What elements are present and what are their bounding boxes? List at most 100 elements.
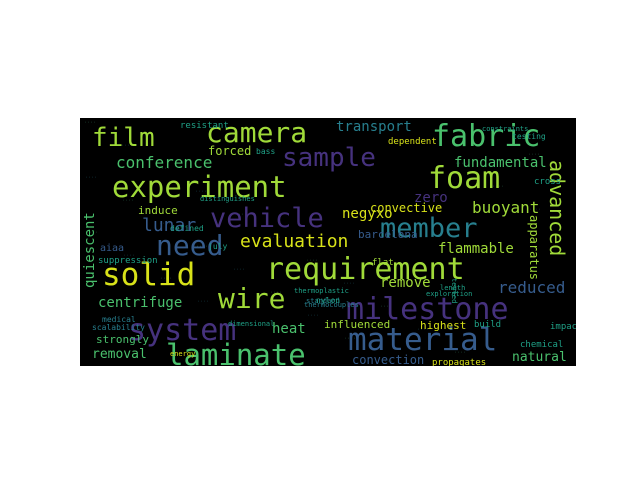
cloud-word-apparatus: apparatus <box>527 215 541 280</box>
cloud-word-defined: defined <box>170 224 204 233</box>
cloud-word-strongly: strongly <box>96 333 149 346</box>
cloud-word-highest: highest <box>420 319 466 332</box>
cloud-word-requirement: requirement <box>266 252 465 287</box>
cloud-word-experiment: experiment <box>112 170 287 204</box>
cloud-word-wire: wire <box>218 282 285 315</box>
cloud-word-reduced: reduced <box>498 278 565 297</box>
filler-glyph: ···· <box>195 189 207 195</box>
filler-glyph: ···· <box>417 327 429 333</box>
cloud-word-dimensional: dimensional <box>228 320 274 328</box>
cloud-word-forced: forced <box>208 144 251 158</box>
filler-glyph: ···· <box>197 299 209 305</box>
filler-glyph: ···· <box>455 161 467 167</box>
cloud-word-dependent: dependent <box>388 137 437 147</box>
cloud-word-thermoplastic: thermoplastic <box>294 287 349 295</box>
cloud-word-energy: energy <box>170 350 195 358</box>
filler-glyph: ···· <box>528 152 540 158</box>
cloud-word-flammable: flammable <box>438 241 514 257</box>
cloud-word-material: material <box>348 322 497 358</box>
filler-glyph: ···· <box>380 304 392 310</box>
cloud-word-conference: conference <box>116 153 212 172</box>
cloud-word-evaluation: evaluation <box>240 231 348 252</box>
cloud-word-heat: heat <box>272 321 306 337</box>
cloud-word-tested: tested <box>450 278 458 303</box>
filler-glyph: ···· <box>381 359 393 365</box>
cloud-word-july: july <box>208 242 227 251</box>
filler-glyph: ···· <box>343 281 355 287</box>
filler-glyph: ···· <box>270 290 282 296</box>
cloud-word-laminate: laminate <box>166 338 306 366</box>
cloud-word-lunar: lunar <box>142 215 196 236</box>
cloud-word-constraints: constraints <box>482 125 528 133</box>
cloud-word-aiaa: aiaa <box>100 243 124 254</box>
cloud-word-impact: impact <box>550 322 576 332</box>
cloud-word-vehicle: vehicle <box>210 203 324 234</box>
cloud-word-quiescent: quiescent <box>82 212 98 288</box>
filler-glyph: ···· <box>492 184 504 190</box>
cloud-word-induce: induce <box>138 204 178 217</box>
cloud-word-advanced: advanced <box>545 160 569 256</box>
filler-glyph: ···· <box>86 230 98 236</box>
cloud-word-solid: solid <box>102 257 195 293</box>
cloud-word-build: build <box>474 320 501 330</box>
filler-glyph: ···· <box>158 166 170 172</box>
filler-glyph: ···· <box>232 212 244 218</box>
cloud-word-propagates: propagates <box>432 358 486 366</box>
cloud-word-sample: sample <box>282 143 376 173</box>
cloud-word-removal: removal <box>92 347 147 362</box>
cloud-word-influenced: influenced <box>324 318 390 331</box>
cloud-word-milestone: milestone <box>346 292 509 327</box>
filler-glyph: ···· <box>344 336 356 342</box>
cloud-word-flat: flat <box>372 258 394 268</box>
filler-glyph: ···· <box>121 143 133 149</box>
cloud-word-fundamental: fundamental <box>454 155 547 171</box>
cloud-word-member: member <box>380 213 478 244</box>
cloud-word-suppression: suppression <box>98 256 158 266</box>
cloud-word-scalability: scalability <box>92 323 145 332</box>
filler-glyph: ···· <box>233 267 245 273</box>
cloud-word-negyxo: negyxo <box>342 206 393 222</box>
cloud-word-camera: camera <box>206 118 307 149</box>
cloud-word-distinguishes: distinguishes <box>200 195 255 203</box>
cloud-word-transport: transport <box>336 119 412 135</box>
filler-glyph: ···· <box>123 253 135 259</box>
cloud-word-length: length <box>440 284 465 292</box>
word-cloud-image: ···· ···· ···· ···· ···· ···· ···· ···· ···· ····… <box>80 118 576 366</box>
filler-glyph: ···· <box>269 235 281 241</box>
cloud-word-foam: foam <box>428 161 500 196</box>
cloud-word-remove: remove <box>380 275 431 291</box>
cloud-word-exploration: exploration <box>426 290 472 298</box>
filler-glyph: ···· <box>196 244 208 250</box>
filler-glyph: ···· <box>84 120 96 126</box>
filler-glyph: ···· <box>418 138 430 144</box>
filler-glyph: ···· <box>160 276 172 282</box>
word-cloud: ···· ···· ···· ···· ···· ···· ···· ···· ···· ····… <box>82 118 576 366</box>
cloud-word-barcelona: barcelona <box>358 228 418 241</box>
cloud-word-natural: natural <box>512 350 567 365</box>
cloud-word-testing: testing <box>512 132 546 141</box>
cloud-word-buoyant: buoyant <box>472 198 539 217</box>
cloud-word-fabric: fabric <box>432 119 540 154</box>
cloud-word-nylon: nylon <box>316 296 340 305</box>
cloud-word-standard: standard <box>306 297 340 305</box>
cloud-word-convection: convection <box>352 353 424 366</box>
filler-glyph: ···· <box>306 258 318 264</box>
cloud-word-centrifuge: centrifuge <box>98 295 182 311</box>
cloud-word-need: need <box>156 229 223 262</box>
cloud-word-convective: convective <box>370 201 442 215</box>
cloud-word-thermocouples: thermocouples <box>304 301 359 309</box>
cloud-word-chemical: chemical <box>520 340 563 350</box>
filler-glyph: ···· <box>159 221 171 227</box>
cloud-word-zero: zero <box>414 190 448 206</box>
filler-glyph: ···· <box>491 129 503 135</box>
cloud-word-medical: medical <box>102 315 136 324</box>
filler-glyph: ···· <box>85 175 97 181</box>
cloud-word-resistant: resistant <box>180 121 229 131</box>
cloud-word-bass: bass <box>256 147 275 156</box>
cloud-word-cross: cross <box>534 177 561 187</box>
cloud-word-film: film <box>92 123 155 153</box>
cloud-word-system: system <box>128 313 236 348</box>
filler-glyph: ···· <box>529 207 541 213</box>
filler-glyph: ···· <box>307 313 319 319</box>
filler-glyph: ···· <box>454 350 466 356</box>
